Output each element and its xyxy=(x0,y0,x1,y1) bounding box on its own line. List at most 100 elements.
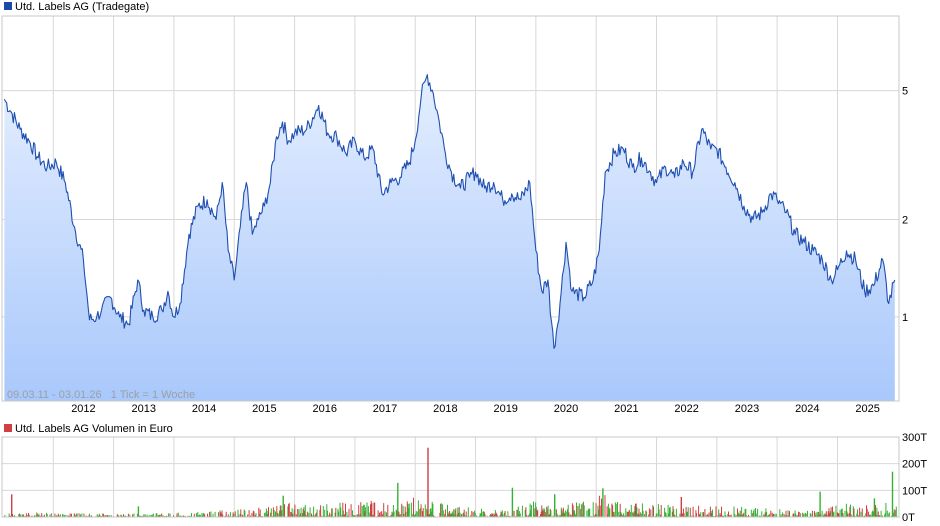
volume-bar xyxy=(519,511,521,517)
volume-bar xyxy=(220,512,222,517)
volume-bar xyxy=(606,506,608,517)
volume-bar xyxy=(590,515,592,517)
volume-bar xyxy=(667,504,669,517)
x-tick-label: 2025 xyxy=(855,403,879,415)
volume-bar xyxy=(872,510,874,517)
volume-bar xyxy=(712,509,713,517)
volume-bar xyxy=(195,513,197,517)
volume-bar xyxy=(730,515,731,517)
volume-bar xyxy=(657,504,659,517)
volume-bar xyxy=(293,509,295,517)
volume-bar xyxy=(832,506,833,517)
volume-bar xyxy=(536,509,538,517)
volume-bar xyxy=(548,514,550,517)
volume-bar xyxy=(444,514,446,517)
volume-bar xyxy=(868,511,870,517)
volume-bar xyxy=(442,504,444,517)
volume-bar xyxy=(355,515,357,517)
volume-bar xyxy=(85,515,87,517)
volume-bar xyxy=(567,504,569,517)
volume-bar xyxy=(381,514,383,517)
volume-bar xyxy=(341,514,343,517)
volume-bar xyxy=(570,514,572,517)
volume-bar xyxy=(179,515,181,517)
volume-bar xyxy=(449,511,451,517)
volume-bar xyxy=(225,515,226,517)
volume-bar xyxy=(212,513,214,517)
volume-bar xyxy=(456,514,458,517)
volume-bar xyxy=(412,513,414,517)
volume-bar xyxy=(155,513,157,517)
volume-bar xyxy=(199,514,201,517)
volume-bar xyxy=(379,511,381,517)
volume-bar xyxy=(396,510,398,517)
volume-bar xyxy=(895,506,897,517)
volume-bar xyxy=(626,511,628,517)
volume-bar xyxy=(638,508,640,517)
volume-bar xyxy=(19,514,21,517)
volume-bar xyxy=(150,514,152,517)
volume-bar xyxy=(467,507,469,517)
volume-bar xyxy=(290,512,292,517)
volume-bar xyxy=(501,512,503,517)
volume-bar xyxy=(350,504,352,517)
volume-bar xyxy=(783,513,785,517)
volume-bar xyxy=(97,515,99,517)
volume-bar xyxy=(721,506,722,517)
volume-bar xyxy=(502,514,504,517)
volume-bar xyxy=(46,512,47,517)
volume-bar xyxy=(70,515,72,517)
volume-bar xyxy=(629,515,631,517)
volume-bar xyxy=(876,507,878,517)
volume-bar xyxy=(372,514,374,517)
volume-bar xyxy=(419,508,421,517)
volume-bar xyxy=(358,515,360,517)
volume-bar xyxy=(560,515,562,517)
volume-bar xyxy=(517,506,519,517)
volume-bar xyxy=(549,514,550,517)
volume-bar xyxy=(779,509,781,517)
volume-bar xyxy=(838,513,840,517)
volume-bar xyxy=(546,506,548,517)
volume-bar xyxy=(722,515,724,517)
volume-bar xyxy=(592,502,594,517)
volume-bar xyxy=(691,515,693,517)
volume-bar xyxy=(58,515,60,517)
volume-bar xyxy=(541,505,543,517)
volume-bar xyxy=(342,502,344,517)
volume-bar xyxy=(752,511,754,517)
volume-bar xyxy=(187,515,189,517)
volume-bar xyxy=(447,514,449,517)
volume-bar xyxy=(388,515,390,517)
volume-bar xyxy=(98,515,100,517)
volume-bar xyxy=(149,514,151,517)
volume-bar xyxy=(123,515,125,517)
volume-bar xyxy=(770,510,772,517)
volume-bar xyxy=(451,513,453,517)
price-line xyxy=(3,74,896,349)
volume-bar xyxy=(50,513,52,517)
volume-bar xyxy=(724,511,726,517)
volume-bar xyxy=(853,508,855,517)
volume-bar xyxy=(562,512,564,517)
x-tick-label: 2021 xyxy=(614,403,638,415)
volume-bar xyxy=(27,515,29,517)
volume-bar xyxy=(302,508,304,517)
volume-bar xyxy=(442,510,444,517)
price-chart-title: Utd. Labels AG (Tradegate) xyxy=(15,1,149,13)
volume-bar xyxy=(275,511,276,517)
volume-bar xyxy=(496,515,498,517)
volume-bar xyxy=(127,513,129,517)
volume-bar xyxy=(331,508,333,517)
volume-bar xyxy=(346,511,348,517)
volume-bar xyxy=(765,508,767,517)
volume-bar xyxy=(279,505,281,517)
volume-bar xyxy=(414,514,416,517)
volume-bar xyxy=(408,503,410,517)
volume-bar xyxy=(384,511,386,517)
volume-bar xyxy=(759,515,761,517)
volume-bar xyxy=(494,510,496,517)
x-tick-label: 2022 xyxy=(674,403,698,415)
volume-spike-bar xyxy=(819,491,821,517)
volume-bar xyxy=(64,514,66,517)
